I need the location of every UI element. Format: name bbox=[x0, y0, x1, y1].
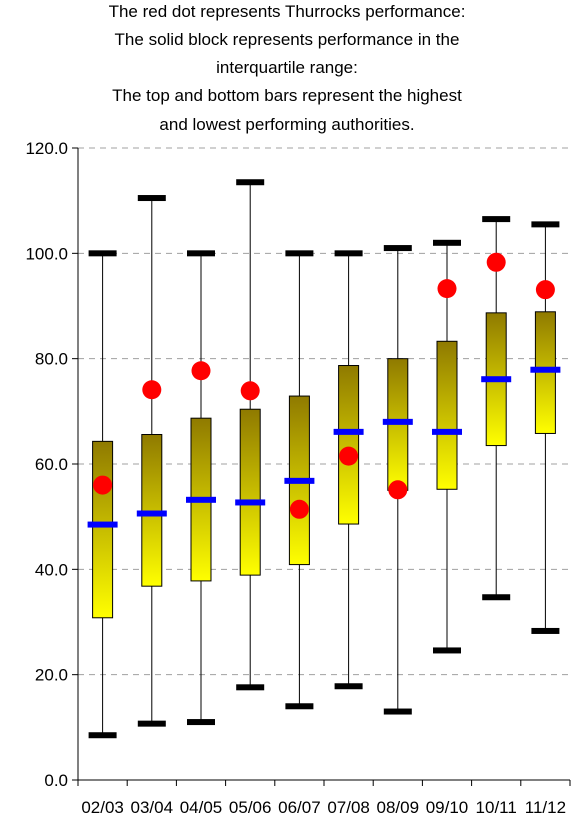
min-bar bbox=[531, 627, 560, 634]
interquartile-box bbox=[92, 440, 114, 619]
axes bbox=[72, 147, 571, 786]
median-bar bbox=[284, 477, 315, 484]
min-bar bbox=[285, 703, 314, 710]
thurrock-dot bbox=[93, 475, 113, 495]
thurrock-dot bbox=[535, 280, 555, 300]
x-tick-label: 06/07 bbox=[278, 798, 321, 817]
min-bar bbox=[482, 594, 511, 601]
title-line: and lowest performing authorities. bbox=[159, 115, 414, 134]
y-tick-label: 100.0 bbox=[25, 244, 68, 263]
max-bar bbox=[187, 250, 215, 257]
interquartile-box bbox=[338, 365, 360, 525]
min-bar bbox=[88, 732, 117, 739]
title-line: The red dot represents Thurrocks perform… bbox=[109, 2, 466, 21]
thurrock-dot bbox=[289, 499, 309, 519]
interquartile-box bbox=[239, 408, 261, 576]
x-tick-label: 03/04 bbox=[131, 798, 174, 817]
median-bar bbox=[186, 496, 216, 503]
thurrock-dot bbox=[191, 361, 211, 381]
x-tick-label: 02/03 bbox=[81, 798, 124, 817]
y-tick-label: 20.0 bbox=[35, 666, 68, 685]
thurrock-dot bbox=[339, 446, 359, 466]
x-tick-label: 07/08 bbox=[327, 798, 370, 817]
y-tick-label: 0.0 bbox=[44, 771, 68, 790]
x-tick-label: 08/09 bbox=[377, 798, 420, 817]
max-bar bbox=[383, 245, 412, 252]
interquartile-box bbox=[141, 434, 163, 587]
x-tick-label: 05/06 bbox=[229, 798, 272, 817]
max-bar bbox=[236, 179, 265, 186]
interquartile-box bbox=[436, 340, 458, 490]
thurrock-dot bbox=[240, 381, 260, 401]
y-tick-label: 120.0 bbox=[25, 139, 68, 158]
max-bar bbox=[433, 239, 461, 246]
median-bar bbox=[432, 428, 462, 435]
min-bar bbox=[334, 683, 363, 690]
tick-labels: 0.0 20.0 40.0 60.0 80.0 100.0 120.0 02/03 03/04 0… bbox=[25, 139, 566, 817]
max-bar bbox=[137, 195, 166, 202]
median-bar bbox=[136, 510, 167, 517]
y-tick-label: 40.0 bbox=[35, 560, 68, 579]
thurrock-dot bbox=[486, 252, 506, 272]
min-bar bbox=[187, 719, 215, 726]
median-bar bbox=[382, 418, 413, 425]
median-bar bbox=[530, 366, 561, 373]
median-bar bbox=[235, 499, 266, 506]
max-bar bbox=[88, 250, 117, 257]
plot-marks bbox=[87, 179, 561, 739]
median-bar bbox=[333, 428, 364, 435]
min-bar bbox=[383, 708, 412, 715]
x-tick-label: 09/10 bbox=[426, 798, 469, 817]
median-bar bbox=[481, 376, 512, 383]
min-bar bbox=[137, 720, 166, 727]
x-tick-label: 10/11 bbox=[476, 798, 517, 817]
max-bar bbox=[482, 216, 511, 223]
max-bar bbox=[285, 250, 314, 257]
x-tick-label: 04/05 bbox=[180, 798, 223, 817]
min-bar bbox=[433, 647, 461, 654]
max-bar bbox=[334, 250, 363, 257]
thurrock-dot bbox=[437, 279, 457, 299]
title-line: interquartile range: bbox=[216, 58, 358, 77]
chart-title: The red dot represents Thurrocks perform… bbox=[109, 2, 466, 134]
median-bar bbox=[87, 521, 118, 528]
thurrock-dot bbox=[388, 480, 408, 500]
min-bar bbox=[236, 684, 265, 691]
max-bar bbox=[531, 221, 560, 228]
thurrock-dot bbox=[142, 380, 162, 400]
title-line: The solid block represents performance i… bbox=[115, 30, 460, 49]
title-line: The top and bottom bars represent the hi… bbox=[112, 86, 462, 105]
y-tick-label: 60.0 bbox=[35, 455, 68, 474]
y-tick-label: 80.0 bbox=[35, 350, 68, 369]
x-tick-label: 11/12 bbox=[525, 798, 566, 817]
